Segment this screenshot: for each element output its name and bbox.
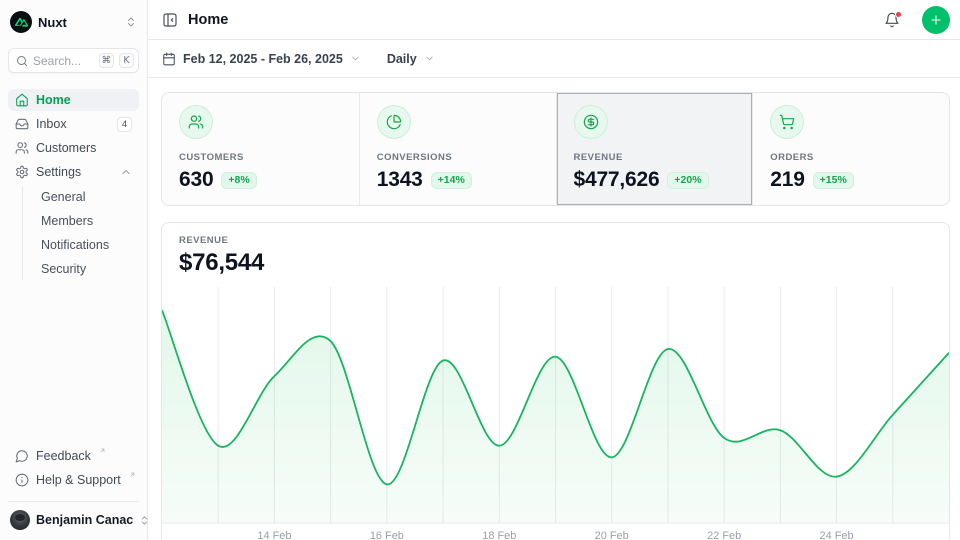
user-name: Benjamin Canac [36, 513, 133, 527]
stat-card-customers[interactable]: Customers 630 +8% [162, 93, 359, 205]
stat-value: 630 [179, 168, 213, 192]
cart-icon [770, 105, 804, 139]
search-icon [16, 55, 28, 67]
sidebar-nav: Home Inbox 4 Customers Settings Ge [8, 89, 139, 280]
chart-x-axis-labels: 14 Feb 16 Feb 18 Feb 20 Feb 22 Feb 24 Feb [257, 530, 853, 540]
sidebar-item-feedback[interactable]: Feedback [8, 445, 139, 467]
external-link-icon [99, 447, 106, 454]
users-icon [15, 141, 29, 155]
user-menu[interactable]: Benjamin Canac [8, 501, 139, 532]
stat-delta-badge: +8% [221, 172, 256, 189]
dollar-circle-icon [574, 105, 608, 139]
sidebar-item-notifications[interactable]: Notifications [37, 234, 139, 256]
chevrons-up-down-icon [125, 16, 137, 28]
top-header: Home [148, 0, 960, 40]
sidebar-item-general[interactable]: General [37, 186, 139, 208]
sidebar-item-inbox[interactable]: Inbox 4 [8, 113, 139, 135]
sidebar-item-help-support[interactable]: Help & Support [8, 469, 139, 491]
stats-row: Customers 630 +8% Conversions 1343 +14% [161, 92, 950, 206]
svg-text:18 Feb: 18 Feb [482, 530, 516, 540]
svg-text:20 Feb: 20 Feb [595, 530, 629, 540]
dashboard-content: Customers 630 +8% Conversions 1343 +14% [148, 78, 960, 540]
stat-delta-badge: +20% [667, 172, 708, 189]
stat-label: Revenue [574, 152, 736, 163]
settings-subnav: General Members Notifications Security [22, 186, 139, 280]
chevron-down-icon [350, 53, 361, 64]
date-range-picker[interactable]: Feb 12, 2025 - Feb 26, 2025 [162, 52, 361, 66]
sidebar: Nuxt ⌘ K Home Inbox 4 [0, 0, 148, 540]
search-box[interactable]: ⌘ K [8, 48, 139, 73]
stat-card-revenue[interactable]: Revenue $477,626 +20% [556, 93, 753, 205]
main-area: Home Feb 12, 2025 - Feb 26, 2025 Daily [148, 0, 960, 540]
external-link-icon [129, 471, 136, 478]
filter-toolbar: Feb 12, 2025 - Feb 26, 2025 Daily [148, 40, 960, 78]
period-select[interactable]: Daily [387, 52, 435, 66]
stat-delta-badge: +14% [431, 172, 472, 189]
revenue-area-chart[interactable]: 14 Feb 16 Feb 18 Feb 20 Feb 22 Feb 24 Feb [162, 287, 949, 540]
stat-delta-badge: +15% [813, 172, 854, 189]
svg-text:16 Feb: 16 Feb [370, 530, 404, 540]
notification-dot [895, 11, 902, 18]
stat-label: Customers [179, 152, 342, 163]
sidebar-item-members[interactable]: Members [37, 210, 139, 232]
user-avatar [10, 510, 30, 530]
stat-card-conversions[interactable]: Conversions 1343 +14% [359, 93, 556, 205]
kbd-meta: ⌘ [99, 53, 115, 68]
sidebar-item-home[interactable]: Home [8, 89, 139, 111]
sidebar-item-security[interactable]: Security [37, 258, 139, 280]
stat-label: Conversions [377, 152, 539, 163]
chart-label: Revenue [179, 235, 932, 246]
calendar-icon [162, 52, 176, 66]
sidebar-item-settings[interactable]: Settings [8, 161, 139, 183]
panel-collapse-icon[interactable] [162, 12, 178, 28]
message-circle-icon [15, 449, 29, 463]
gear-icon [15, 165, 29, 179]
svg-text:24 Feb: 24 Feb [820, 530, 854, 540]
chevron-down-icon [424, 53, 435, 64]
chart-value: $76,544 [179, 249, 932, 277]
inbox-count-badge: 4 [117, 117, 132, 132]
nuxt-logo-icon [10, 11, 32, 33]
stat-value: $477,626 [574, 168, 660, 192]
inbox-icon [15, 117, 29, 131]
kbd-k: K [119, 53, 134, 68]
search-input[interactable] [33, 54, 94, 68]
sidebar-footer: Feedback Help & Support Benjamin Canac [8, 445, 139, 532]
page-title: Home [188, 12, 874, 28]
info-circle-icon [15, 473, 29, 487]
team-name: Nuxt [38, 15, 119, 30]
pie-chart-icon [377, 105, 411, 139]
stat-card-orders[interactable]: Orders 219 +15% [752, 93, 949, 205]
notifications-bell-icon[interactable] [884, 12, 900, 28]
stat-value: 219 [770, 168, 804, 192]
revenue-chart-card: Revenue $76,544 14 Feb16 Feb18 Feb20 [161, 222, 950, 540]
users-icon [179, 105, 213, 139]
add-button[interactable] [922, 6, 950, 34]
stat-value: 1343 [377, 168, 423, 192]
svg-text:22 Feb: 22 Feb [707, 530, 741, 540]
team-switcher[interactable]: Nuxt [8, 9, 139, 35]
chevron-up-icon [120, 166, 132, 178]
home-icon [15, 93, 29, 107]
chart-header: Revenue $76,544 [162, 223, 949, 287]
sidebar-item-customers[interactable]: Customers [8, 137, 139, 159]
svg-text:14 Feb: 14 Feb [257, 530, 291, 540]
stat-label: Orders [770, 152, 932, 163]
